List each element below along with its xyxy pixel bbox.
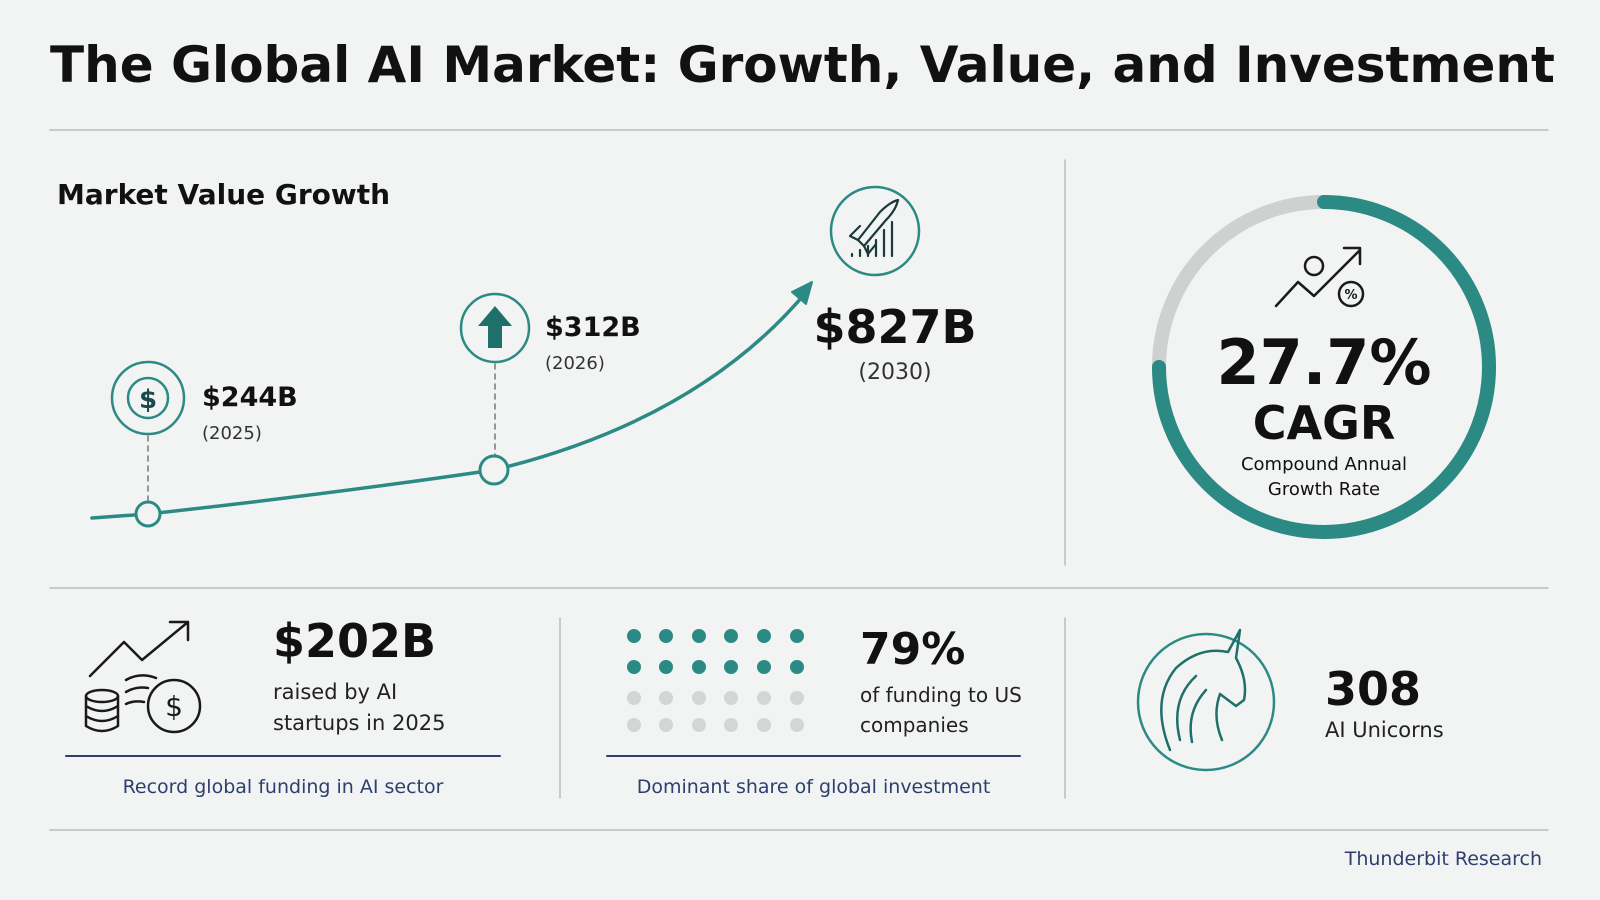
section-heading: Market Value Growth <box>57 178 391 211</box>
point-year: (2030) <box>858 360 932 385</box>
title: The Global AI Market: Growth, Value, and… <box>50 36 1555 94</box>
stat-value: 79% <box>860 624 966 675</box>
cagr-value: 27.7% <box>1216 326 1432 399</box>
stat-text: raised by AI startups in 2025 <box>273 680 446 735</box>
cagr-description: Compound Annual Growth Rate <box>1240 454 1408 500</box>
stat-value: $202B <box>273 614 437 668</box>
point-value: $827B <box>813 300 977 354</box>
svg-text:$: $ <box>139 385 157 415</box>
point-value: $244B <box>202 382 298 413</box>
cagr-label: CAGR <box>1252 396 1396 450</box>
stat-caption: Dominant share of global investment <box>636 776 991 798</box>
point-year: (2025) <box>202 423 262 444</box>
svg-text:$: $ <box>165 690 183 723</box>
point-year: (2026) <box>545 353 605 374</box>
point-value: $312B <box>545 312 641 343</box>
stat-text: of funding to US companies <box>860 683 1022 737</box>
svg-text:%: % <box>1344 288 1357 303</box>
footer-source: Thunderbit Research <box>1344 848 1542 870</box>
stat-text: AI Unicorns <box>1325 718 1444 742</box>
stat-value: 308 <box>1325 662 1422 716</box>
stat-caption: Record global funding in AI sector <box>122 776 444 798</box>
